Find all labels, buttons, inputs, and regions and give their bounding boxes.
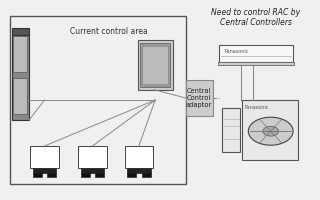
Bar — [12, 28, 29, 35]
Bar — [127, 168, 151, 173]
Bar — [186, 80, 213, 116]
Bar — [13, 78, 27, 114]
Bar — [95, 173, 104, 177]
Bar — [10, 16, 186, 184]
Bar — [78, 146, 107, 168]
Bar — [33, 168, 56, 173]
Bar — [127, 173, 136, 177]
Circle shape — [248, 117, 293, 145]
Bar — [219, 45, 293, 62]
Bar — [81, 168, 104, 173]
Bar — [47, 173, 56, 177]
Bar — [140, 43, 170, 87]
Circle shape — [263, 126, 278, 136]
Text: Central
Control
adaptor: Central Control adaptor — [186, 88, 212, 108]
Bar — [81, 173, 90, 177]
Bar — [138, 40, 173, 90]
Bar — [142, 46, 168, 84]
Text: Current control area: Current control area — [70, 27, 148, 36]
Bar — [142, 173, 151, 177]
Bar — [125, 146, 153, 168]
Bar — [30, 146, 59, 168]
Bar — [242, 100, 298, 160]
Text: Panasonic: Panasonic — [225, 49, 249, 54]
Bar — [33, 173, 42, 177]
Text: Need to control RAC by
Central Controllers: Need to control RAC by Central Controlle… — [212, 8, 300, 27]
Text: Panasonic: Panasonic — [245, 105, 269, 110]
Bar — [222, 108, 240, 152]
Bar — [12, 35, 29, 120]
Bar — [218, 62, 294, 65]
Bar — [13, 36, 27, 72]
